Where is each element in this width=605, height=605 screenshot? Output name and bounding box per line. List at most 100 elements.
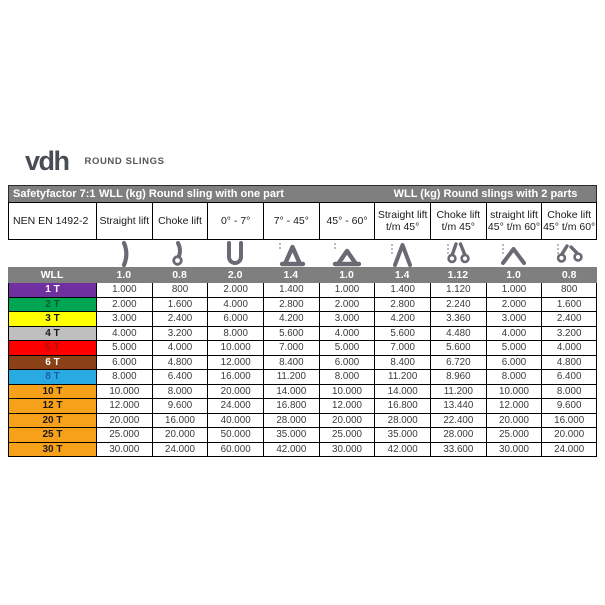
value-cell: 5.000: [96, 341, 152, 356]
value-cell: 20.000: [318, 413, 375, 428]
value-cell: 11.200: [430, 384, 486, 399]
wll-badge: 30 T: [8, 442, 96, 457]
value-cell: 2.400: [151, 312, 208, 327]
value-cell: 9.600: [151, 399, 208, 414]
table-row-6t: 6 T 6.000 4.800 12.000 8.400 6.000 8.400…: [8, 355, 597, 370]
col-header-straight-tm45: Straight lift t/m 45°: [374, 202, 430, 240]
value-cell: 6.720: [430, 355, 486, 370]
value-cell: 20.000: [151, 428, 208, 443]
col-header-choke-45-60: Choke lift 45° t/m 60°: [541, 202, 597, 240]
value-cell: 20.000: [96, 413, 152, 428]
table-row-20t: 20 T 20.000 16.000 40.000 28.000 20.000 …: [8, 413, 597, 428]
table-row-2t: 2 T 2.000 1.600 4.000 2.800 2.000 2.800 …: [8, 297, 597, 312]
choke-lift-icon: [172, 241, 184, 266]
value-cell: 4.000: [485, 326, 542, 341]
value-cell: 10.000: [318, 384, 375, 399]
value-cell: 35.000: [374, 428, 430, 443]
value-cell: 4.000: [318, 326, 375, 341]
standard-label: NEN EN 1492-2: [8, 202, 96, 240]
value-cell: 14.000: [263, 384, 319, 399]
wll-badge: 2 T: [8, 297, 96, 312]
value-cell: 4.480: [430, 326, 486, 341]
value-cell: 5.600: [430, 341, 486, 356]
value-cell: 1.400: [263, 283, 319, 298]
value-cell: 8.000: [485, 370, 542, 385]
value-cell: 2.000: [207, 283, 263, 298]
value-cell: 16.000: [151, 413, 208, 428]
wll-header: WLL: [40, 269, 64, 281]
basket-lift-45-60-icon: [333, 243, 362, 267]
value-cell: 2.000: [318, 297, 375, 312]
value-cell: 25.000: [318, 428, 375, 443]
value-cell: 3.360: [430, 312, 486, 327]
factor-value: 1.12: [447, 269, 469, 281]
value-cell: 2.800: [374, 297, 430, 312]
value-cell: 2.800: [263, 297, 319, 312]
value-cell: 16.000: [207, 370, 263, 385]
value-cell: 1.600: [151, 297, 208, 312]
value-cell: 40.000: [207, 413, 263, 428]
two-part-choke-60-icon: [556, 244, 583, 263]
value-cell: 5.600: [374, 326, 430, 341]
value-cell: 1.400: [374, 283, 430, 298]
value-cell: 42.000: [263, 442, 319, 457]
value-cell: 14.000: [374, 384, 430, 399]
value-cell: 1.000: [485, 283, 542, 298]
value-cell: 8.000: [541, 384, 597, 399]
value-cell: 25.000: [96, 428, 152, 443]
wll-table: Safetyfactor 7:1 WLL (kg) Round sling wi…: [8, 185, 597, 457]
value-cell: 3.000: [485, 312, 542, 327]
table-row-30t: 30 T 30.000 24.000 60.000 42.000 30.000 …: [8, 442, 597, 457]
title-bar: Safetyfactor 7:1 WLL (kg) Round sling wi…: [8, 185, 597, 202]
basket-lift-7-45-icon: [279, 243, 306, 267]
value-cell: 6.400: [541, 370, 597, 385]
value-cell: 24.000: [207, 399, 263, 414]
value-cell: 50.000: [207, 428, 263, 443]
value-cell: 12.000: [485, 399, 542, 414]
value-cell: 22.400: [430, 413, 486, 428]
value-cell: 12.000: [207, 355, 263, 370]
column-header-row: NEN EN 1492-2 Straight lift Choke lift 0…: [8, 202, 597, 240]
table-row-5t: 5 T 5.000 4.000 10.000 7.000 5.000 7.000…: [8, 341, 597, 356]
value-cell: 35.000: [263, 428, 319, 443]
value-cell: 16.000: [541, 413, 597, 428]
value-cell: 9.600: [541, 399, 597, 414]
value-cell: 8.000: [151, 384, 208, 399]
value-cell: 4.000: [541, 341, 597, 356]
value-cell: 24.000: [151, 442, 208, 457]
logo-subtitle: ROUND SLINGS: [84, 156, 165, 167]
value-cell: 5.600: [263, 326, 319, 341]
factor-value: 1.0: [116, 269, 132, 281]
factor-value: 1.4: [283, 269, 299, 281]
two-part-straight-45-icon: [391, 243, 413, 267]
value-cell: 5.000: [485, 341, 542, 356]
value-cell: 4.800: [541, 355, 597, 370]
value-cell: 800: [151, 283, 208, 298]
value-cell: 30.000: [96, 442, 152, 457]
icon-spacer: [8, 240, 96, 267]
col-header-choke-tm45: Choke lift t/m 45°: [430, 202, 486, 240]
value-cell: 8.000: [318, 370, 375, 385]
value-cell: 2.240: [430, 297, 486, 312]
value-cell: 4.000: [96, 326, 152, 341]
safety-factor-label: Safetyfactor 7:1: [13, 188, 96, 200]
value-cell: 8.960: [430, 370, 486, 385]
table-row-4t: 4 T 4.000 3.200 8.000 5.600 4.000 5.600 …: [8, 326, 597, 341]
wll-badge: 6 T: [8, 355, 96, 370]
value-cell: 10.000: [96, 384, 152, 399]
value-cell: 16.800: [374, 399, 430, 414]
value-cell: 1.600: [541, 297, 597, 312]
wll-badge: 12 T: [8, 399, 96, 414]
table-row-8t: 8 T 8.000 6.400 16.000 11.200 8.000 11.2…: [8, 370, 597, 385]
value-cell: 20.000: [485, 413, 542, 428]
value-cell: 5.000: [318, 341, 375, 356]
value-cell: 4.000: [207, 297, 263, 312]
value-cell: 2.400: [541, 312, 597, 327]
value-cell: 30.000: [318, 442, 375, 457]
value-cell: 7.000: [263, 341, 319, 356]
value-cell: 42.000: [374, 442, 430, 457]
wll-badge: 10 T: [8, 384, 96, 399]
value-cell: 20.000: [207, 384, 263, 399]
value-cell: 3.000: [318, 312, 375, 327]
value-cell: 4.200: [374, 312, 430, 327]
